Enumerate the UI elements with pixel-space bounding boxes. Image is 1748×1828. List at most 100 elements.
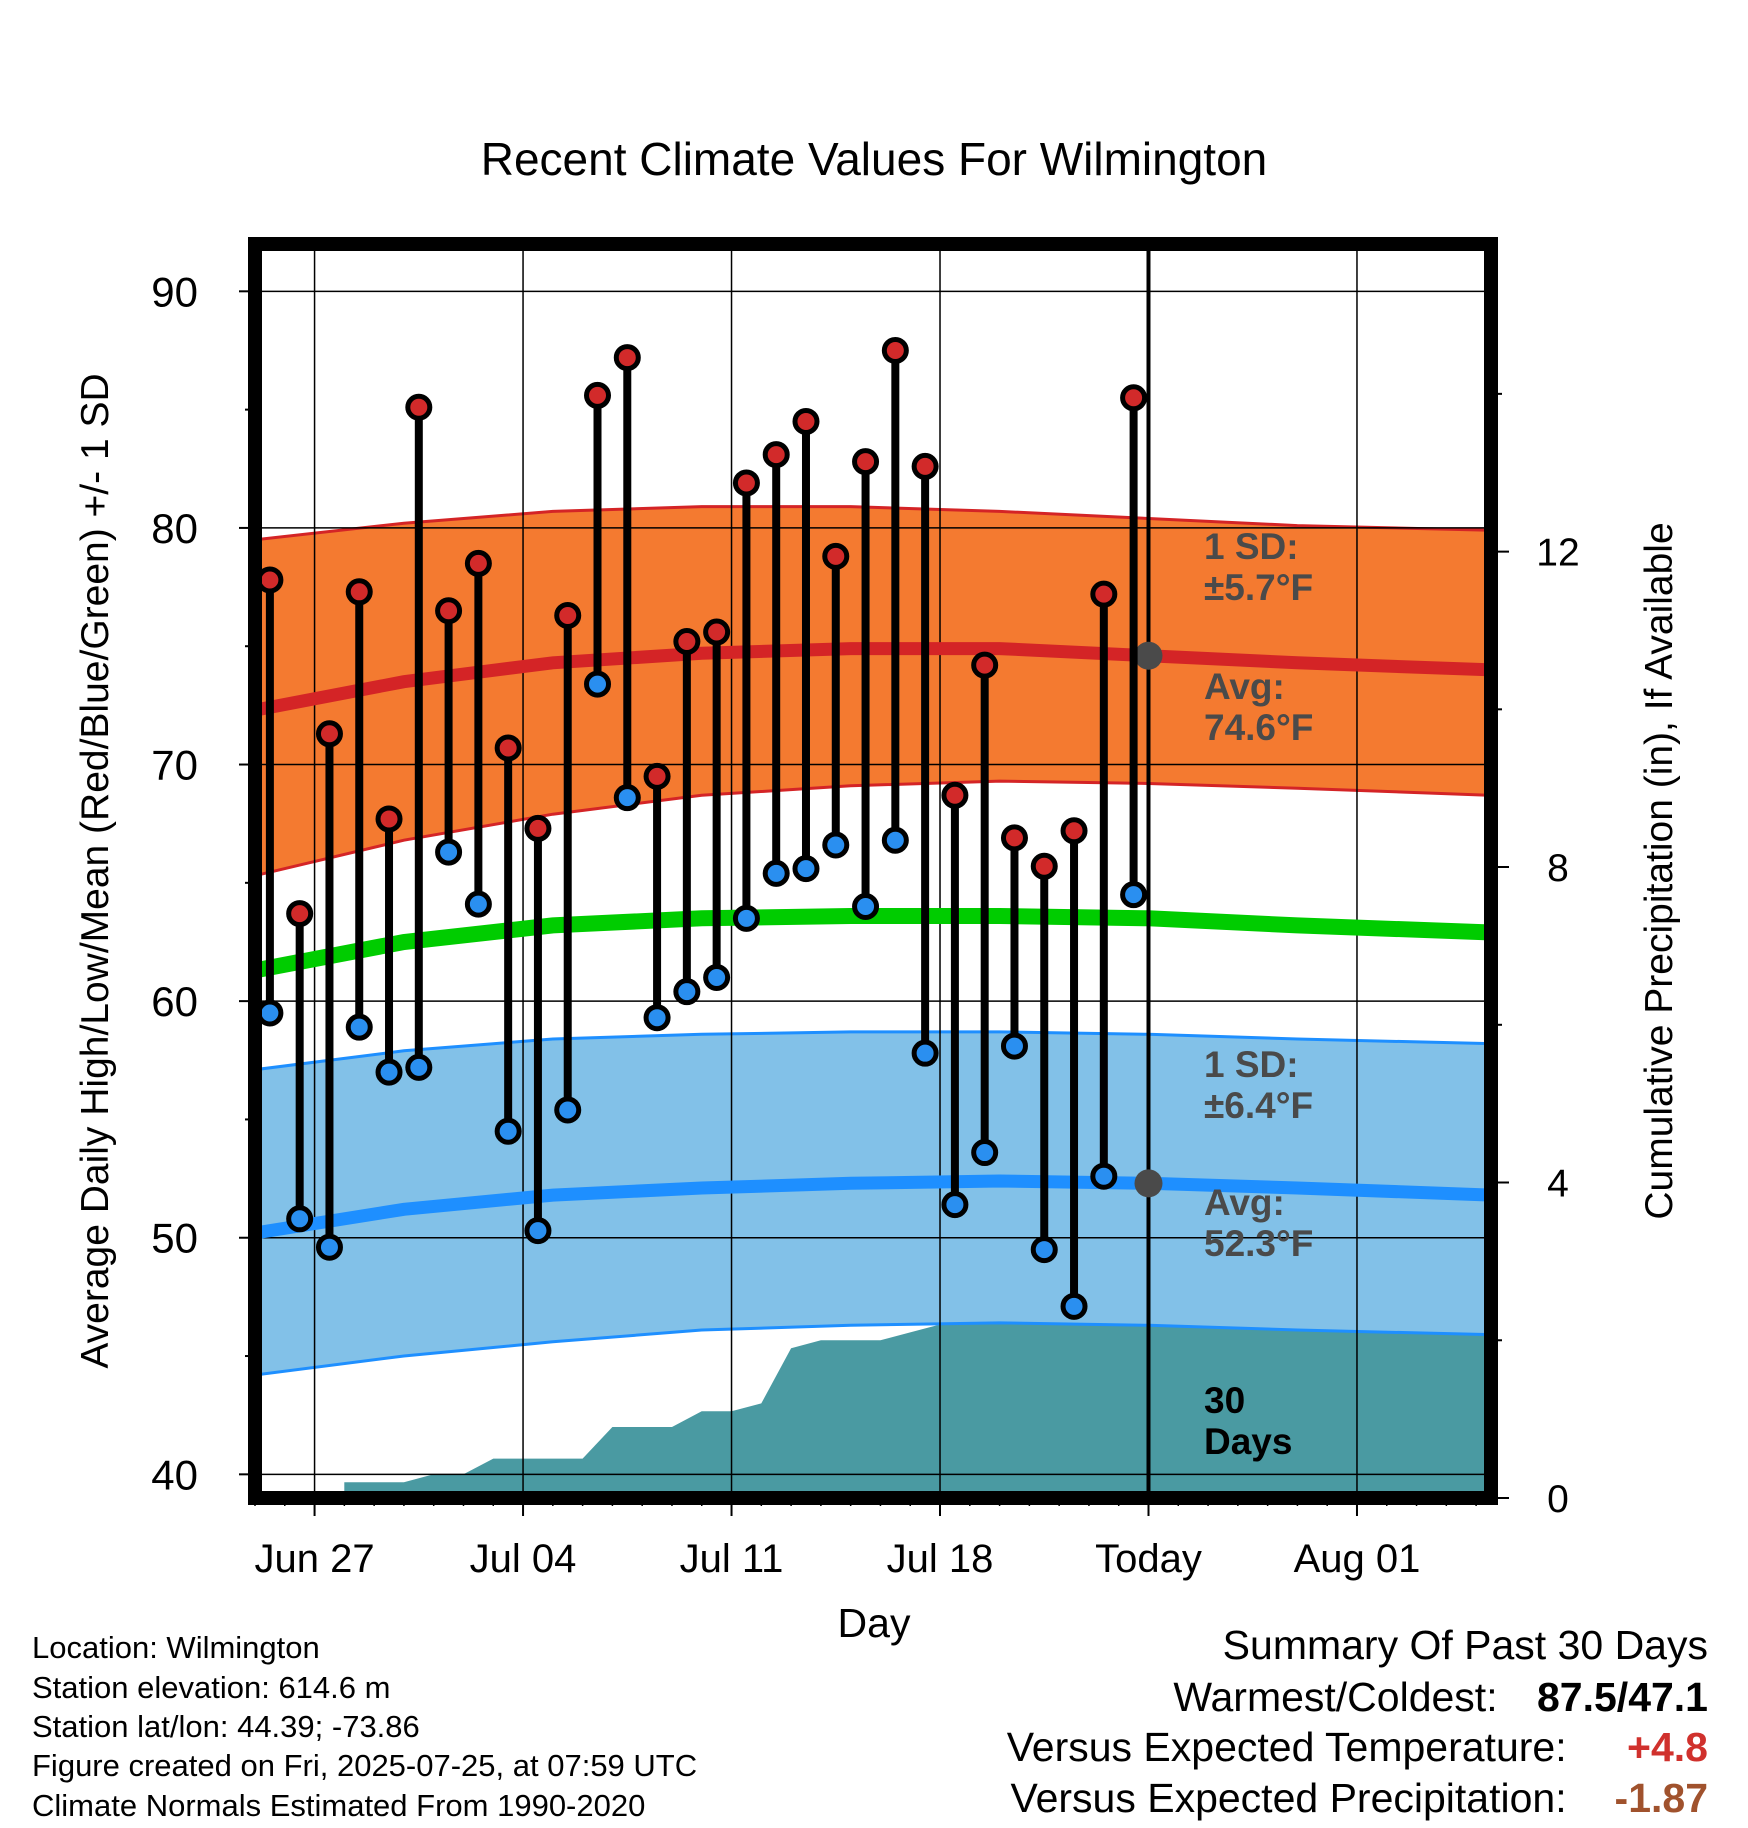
daily-low-point [464,890,492,918]
daily-high-point [1060,817,1088,845]
y-left-tick-label: 60 [151,978,198,1025]
daily-low-point [1090,1162,1118,1190]
today-high-avg-marker [1134,641,1163,670]
high-band-upper-edge [261,505,1485,541]
y-left-tick-label: 70 [151,742,198,789]
latlon-text: Station lat/lon: 44.39; -73.86 [32,1709,420,1744]
daily-high-point [941,781,969,809]
y-left-tick-label: 80 [151,505,198,552]
daily-high-point [911,452,939,480]
daily-low-point [524,1217,552,1245]
days-word-label: Days [1204,1421,1292,1462]
daily-low-point [613,784,641,812]
daily-low-point [286,1205,314,1233]
daily-low-point [792,855,820,883]
daily-low-point [1030,1236,1058,1264]
temp-value: +4.8 [1627,1724,1708,1770]
daily-low-point [911,1039,939,1067]
daily-high-point [703,618,731,646]
x-tick-label: Jul 18 [887,1537,994,1581]
chart-title: Recent Climate Values For Wilmington [481,133,1268,185]
daily-low-point [881,826,909,854]
daily-high-point [405,393,433,421]
daily-high-point [732,469,760,497]
daily-low-point [345,1013,373,1041]
daily-low-point [1120,881,1148,909]
elevation-text: Station elevation: 614.6 m [32,1670,391,1705]
daily-low-point [261,999,284,1027]
daily-low-point [673,978,701,1006]
y-axis-right-label: Cumulative Precipitation (in), If Availa… [1638,522,1681,1219]
x-tick-label: Jun 27 [255,1537,375,1581]
daily-high-point [613,344,641,372]
warmest-value: 87.5/47.1 [1537,1674,1708,1720]
daily-low-point [405,1053,433,1081]
daily-high-point [822,542,850,570]
daily-high-point [494,734,522,762]
high-sd-label: 1 SD: [1204,526,1299,567]
daily-low-point [941,1191,969,1219]
daily-high-point [1090,580,1118,608]
daily-high-point [345,578,373,606]
daily-low-point [643,1004,671,1032]
daily-high-point [375,805,403,833]
temp-label: Versus Expected Temperature: [1006,1724,1567,1770]
daily-low-point [703,963,731,991]
daily-high-point [762,441,790,469]
daily-high-point [673,627,701,655]
x-tick-label: Aug 01 [1294,1537,1421,1581]
daily-high-point [435,597,463,625]
daily-high-point [881,336,909,364]
axes: 40 50 60 70 80 90 0 4 8 12 Jun 27 Jul 04 Jul 11 Jul 1… [151,237,1580,1581]
daily-low-point [1000,1032,1028,1060]
x-tick-label: Today [1095,1537,1202,1581]
normal-mean-line [261,908,1485,978]
daily-low-point [584,670,612,698]
created-text: Figure created on Fri, 2025-07-25, at 07… [32,1748,698,1783]
summary-precip-row: Versus Expected Precipitation: -1.87 [1011,1778,1709,1819]
y-axis-left-label: Average Daily High/Low/Mean (Red/Blue/Gr… [74,373,117,1368]
daily-high-point [315,720,343,748]
normal-high-line [261,642,1485,716]
daily-high-point [261,566,284,594]
normal-low-line [261,1174,1485,1239]
daily-low-point [852,892,880,920]
daily-high-point [1000,824,1028,852]
high-band-lower-edge [261,779,1485,876]
daily-high-point [584,381,612,409]
days-count-label: 30 [1204,1380,1245,1421]
summary-temp-row: Versus Expected Temperature: +4.8 [1007,1727,1708,1768]
daily-low-point [1060,1292,1088,1320]
daily-high-point [286,900,314,928]
today-low-avg-marker [1134,1169,1163,1198]
y-left-tick-label: 50 [151,1215,198,1262]
y-left-tick-label: 90 [151,268,198,315]
summary-warmest-row: Warmest/Coldest: 87.5/47.1 [1173,1677,1708,1718]
daily-high-point [792,407,820,435]
y-left-tick-label: 40 [151,1451,198,1498]
daily-low-point [732,904,760,932]
y-right-tick-label: 8 [1547,847,1569,890]
daily-high-point [971,651,999,679]
daily-high-point [643,762,671,790]
daily-low-point [315,1233,343,1261]
high-avg-label: Avg: [1204,666,1285,707]
low-band-lower-edge [261,1321,1485,1376]
daily-high-point [524,814,552,842]
daily-high-point [1120,384,1148,412]
daily-low-point [494,1117,522,1145]
x-axis-label: Day [838,1600,911,1646]
precip-label: Versus Expected Precipitation: [1010,1775,1567,1821]
precip-area [344,1285,1485,1492]
low-band-upper-edge [261,1030,1485,1071]
daily-low-point [375,1058,403,1086]
warmest-label: Warmest/Coldest: [1173,1674,1498,1720]
high-sd-value: ±5.7°F [1204,567,1313,608]
daily-high-point [464,549,492,577]
low-sd-value: ±6.4°F [1204,1085,1313,1126]
daily-high-point [1030,852,1058,880]
daily-low-point [435,838,463,866]
daily-high-point [852,448,880,476]
y-right-tick-label: 0 [1547,1478,1569,1521]
plot-frame [248,237,1498,1505]
